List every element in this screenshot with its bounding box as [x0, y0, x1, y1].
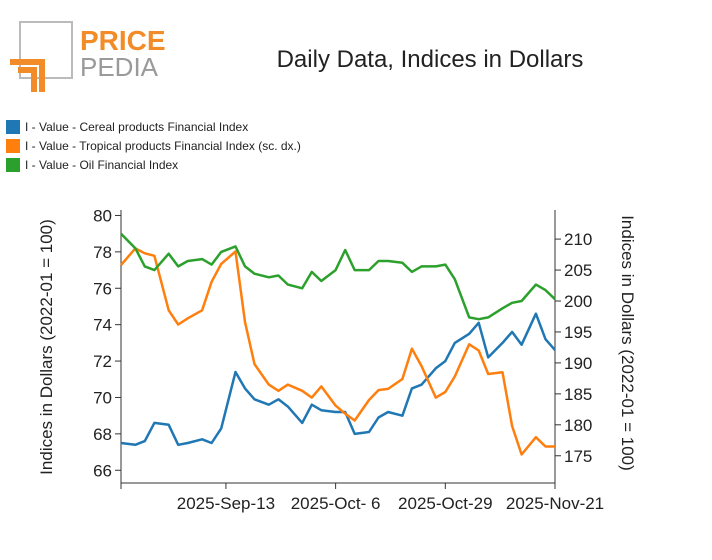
y2-tick-label: 210: [564, 230, 592, 249]
y2-tick-label: 195: [564, 323, 592, 342]
x-tick-label: 2025-Oct- 6: [291, 494, 381, 513]
y-tick-label: 72: [93, 352, 112, 371]
x-tick-label: 2025-Sep-13: [177, 494, 275, 513]
y2-tick-label: 185: [564, 385, 592, 404]
y-tick-label: 66: [93, 461, 112, 480]
legend-label: I - Value - Cereal products Financial In…: [25, 120, 248, 134]
logo-frame: [19, 21, 73, 79]
series-line: [120, 232, 556, 321]
y-tick-label: 74: [93, 316, 112, 335]
legend-swatch: [6, 158, 20, 172]
logo-text: PEDIA: [80, 52, 159, 82]
legend-swatch: [6, 120, 20, 134]
logo: PRICE PEDIA: [10, 21, 166, 92]
y-tick-label: 80: [93, 206, 112, 225]
legend-label: I - Value - Oil Financial Index: [25, 158, 178, 172]
series-line: [120, 312, 556, 447]
chart-title: Daily Data, Indices in Dollars: [277, 46, 584, 73]
y2-tick-label: 190: [564, 354, 592, 373]
y2-tick-label: 175: [564, 447, 592, 466]
legend-label: I - Value - Tropical products Financial …: [25, 139, 301, 153]
y2-tick-label: 205: [564, 261, 592, 280]
y-tick-label: 68: [93, 425, 112, 444]
y-axis-label: Indices in Dollars (2022-01 = 100): [37, 219, 56, 475]
series-line: [120, 247, 555, 456]
y-tick-label: 78: [93, 243, 112, 262]
legend-swatch: [6, 139, 20, 153]
y2-axis-label: Indices in Dollars (2022-01 = 100): [618, 215, 637, 471]
x-tick-label: 2025-Nov-21: [506, 494, 604, 513]
logo-text: PRICE: [80, 25, 166, 56]
x-tick-label: 2025-Oct-29: [398, 494, 493, 513]
y2-tick-label: 200: [564, 292, 592, 311]
y-tick-label: 76: [93, 279, 112, 298]
logo-mark: [10, 59, 45, 92]
y-tick-label: 70: [93, 388, 112, 407]
y2-tick-label: 180: [564, 416, 592, 435]
